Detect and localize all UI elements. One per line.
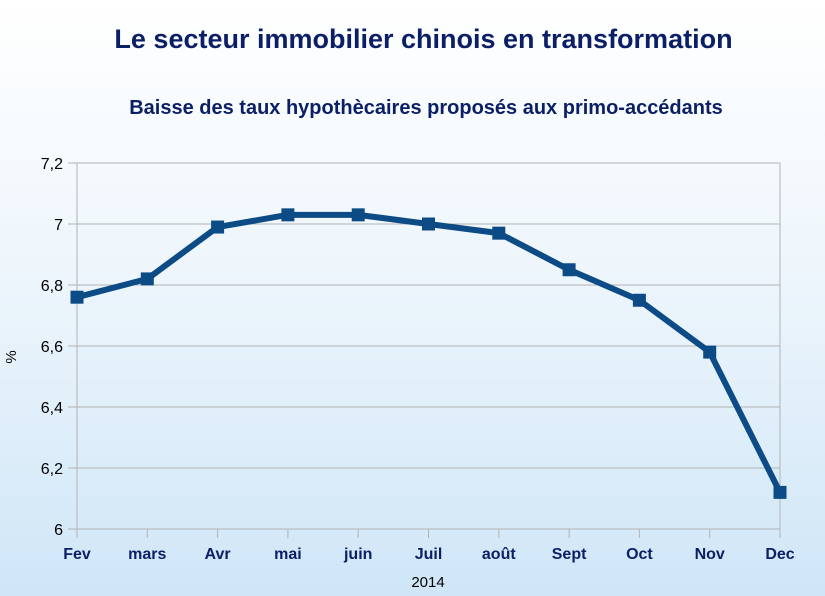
y-tick-label: 7,2: [41, 156, 63, 173]
y-tick-label: 6,2: [41, 461, 63, 478]
data-point-marker: [351, 208, 365, 222]
y-tick-label: 6,8: [41, 278, 63, 295]
x-tick-label: Dec: [765, 546, 794, 563]
data-point-marker: [562, 263, 576, 277]
x-tick-label: Juil: [415, 546, 443, 563]
data-point-marker: [140, 272, 154, 286]
data-point-marker: [422, 217, 435, 231]
x-tick-label: Sept: [552, 546, 587, 563]
y-tick-label: 7: [54, 217, 63, 234]
data-point-marker: [70, 290, 84, 304]
data-point-marker: [281, 208, 295, 222]
x-axis-ticks: Fev mars Avr mai juin Juil août Sept Oct Nov Dec: [63, 529, 795, 563]
x-axis-label: 2014: [411, 574, 444, 591]
data-point-marker: [211, 220, 225, 234]
data-point-marker: [773, 485, 787, 499]
x-tick-label: Fev: [63, 546, 91, 563]
chart-title: Le secteur immobilier chinois en transfo…: [114, 24, 733, 54]
x-tick-label: juin: [343, 546, 372, 563]
x-tick-label: Oct: [626, 546, 653, 563]
y-tick-label: 6,6: [41, 339, 63, 356]
y-tick-label: 6: [54, 522, 63, 539]
chart-subtitle: Baisse des taux hypothècaires proposés a…: [129, 97, 723, 119]
series-line: [74, 211, 783, 496]
x-tick-label: mars: [128, 546, 166, 563]
data-point-marker: [703, 345, 717, 359]
y-axis-ticks: 6 6,2 6,4 6,6 6,8 7 7,2: [41, 156, 77, 539]
x-tick-label: août: [482, 546, 516, 563]
x-tick-label: Nov: [695, 546, 725, 563]
series-layer: [70, 208, 787, 499]
data-point-marker: [632, 293, 646, 307]
x-tick-label: mai: [274, 546, 302, 563]
x-tick-label: Avr: [205, 546, 231, 563]
y-tick-label: 6,4: [41, 400, 63, 417]
data-point-marker: [492, 226, 506, 240]
y-axis-label: %: [3, 350, 20, 363]
